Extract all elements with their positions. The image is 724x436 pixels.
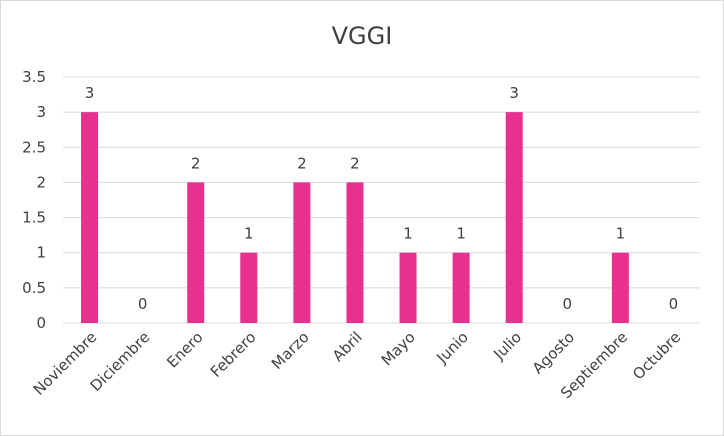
- data-label: 1: [456, 225, 466, 243]
- data-label: 2: [297, 154, 307, 172]
- data-label: 1: [616, 225, 626, 243]
- data-label: 0: [563, 295, 573, 313]
- y-tick-label: 1.5: [22, 209, 46, 227]
- y-axis-ticks: 0 0.5 1 1.5 2 2.5 3 3.5: [22, 68, 46, 332]
- x-tick-label: Abril: [329, 328, 366, 365]
- data-label: 1: [403, 225, 413, 243]
- y-tick-label: 1: [36, 244, 46, 262]
- bar: [81, 112, 99, 324]
- x-tick-label: Julio: [489, 328, 525, 364]
- data-label: 2: [191, 154, 201, 172]
- x-tick-label: Noviembre: [30, 328, 101, 399]
- x-tick-label: Mayo: [378, 328, 419, 369]
- x-tick-label: Octubre: [629, 328, 684, 383]
- data-label: 3: [85, 84, 95, 102]
- y-tick-label: 0: [36, 314, 46, 332]
- data-label: 0: [669, 295, 679, 313]
- bar: [240, 252, 258, 323]
- y-tick-label: 3: [36, 103, 46, 121]
- bar: [293, 182, 311, 323]
- x-tick-label: Junio: [432, 328, 471, 367]
- bar: [346, 182, 364, 323]
- bar: [611, 252, 629, 323]
- bars: [81, 112, 629, 324]
- x-tick-label: Enero: [163, 328, 206, 371]
- gridlines: [63, 76, 700, 324]
- bar: [505, 112, 523, 324]
- x-tick-label: Agosto: [529, 328, 578, 377]
- chart-title: VGGI: [332, 22, 393, 50]
- y-tick-label: 3.5: [22, 68, 46, 86]
- data-label: 1: [244, 225, 254, 243]
- data-labels: 3 0 2 1 2 2 1 1 3 0 1 0: [85, 84, 678, 313]
- y-tick-label: 0.5: [22, 279, 46, 297]
- y-tick-label: 2.5: [22, 138, 46, 156]
- data-label: 3: [509, 84, 519, 102]
- bar: [187, 182, 205, 323]
- data-label: 2: [350, 154, 360, 172]
- bar: [399, 252, 417, 323]
- x-tick-label: Marzo: [268, 328, 313, 373]
- x-tick-label: Febrero: [207, 328, 260, 381]
- bar: [452, 252, 470, 323]
- data-label: 0: [138, 295, 148, 313]
- y-tick-label: 2: [36, 173, 46, 191]
